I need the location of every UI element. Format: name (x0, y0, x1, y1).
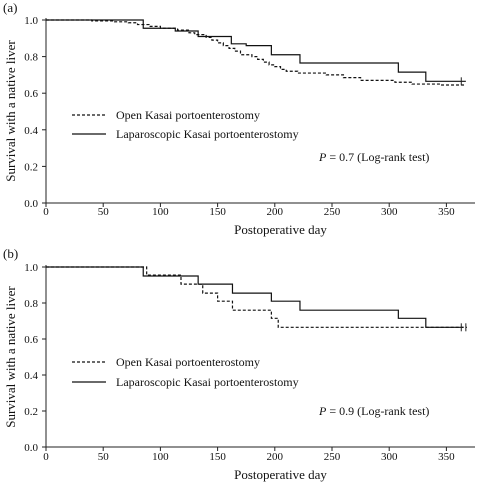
x-tick-label: 250 (324, 206, 341, 218)
y-tick-label: 0.6 (24, 334, 38, 346)
x-tick-label: 100 (152, 451, 169, 463)
x-tick-label: 300 (381, 451, 398, 463)
y-tick-label: 0.8 (24, 52, 38, 64)
y-tick-label: 1.0 (24, 262, 38, 274)
log-rank-annotation: P = 0.9 (Log-rank test) (318, 404, 429, 418)
legend-label: Open Kasai portoenterostomy (116, 355, 260, 369)
y-tick-label: 0.4 (24, 370, 38, 382)
y-axis-label: Survival with a native liver (3, 286, 18, 428)
x-tick-label: 0 (43, 451, 49, 463)
x-tick-label: 300 (381, 206, 398, 218)
y-tick-label: 0.8 (24, 298, 38, 310)
x-axis-label: Postoperative day (234, 467, 327, 482)
x-tick-label: 150 (209, 451, 226, 463)
open-kasai-curve (46, 266, 467, 328)
log-rank-annotation: P = 0.7 (Log-rank test) (318, 150, 429, 164)
x-tick-label: 50 (98, 451, 110, 463)
y-tick-label: 0.6 (24, 88, 38, 100)
panel-label: (a) (3, 0, 17, 15)
laparoscopic-kasai-curve (46, 266, 464, 328)
y-tick-label: 0.2 (24, 161, 38, 173)
laparoscopic-kasai-curve (46, 19, 466, 82)
legend-label: Laparoscopic Kasai portoenterostomy (116, 127, 299, 141)
x-tick-label: 350 (438, 206, 455, 218)
legend-label: Open Kasai portoenterostomy (116, 108, 260, 122)
x-tick-label: 250 (324, 451, 341, 463)
axis-frame (45, 265, 475, 448)
x-tick-label: 50 (98, 206, 110, 218)
km-panel-a: (a) 0.0 0.2 0.4 0.6 0.8 1.0 0 50 100 150 200 250 300 3… (3, 0, 475, 237)
x-tick-label: 200 (267, 451, 284, 463)
y-tick-label: 0.4 (24, 125, 38, 137)
y-tick-label: 0.0 (24, 442, 38, 454)
panel-label: (b) (3, 246, 18, 261)
x-tick-label: 150 (209, 206, 226, 218)
x-tick-label: 100 (152, 206, 169, 218)
y-tick-label: 0.2 (24, 406, 38, 418)
p-value-text: = 0.7 (Log-rank test) (326, 150, 429, 164)
legend-label: Laparoscopic Kasai portoenterostomy (116, 375, 299, 389)
km-panel-b: (b) 0.0 0.2 0.4 0.6 0.8 1.0 0 50 100 150 200 250 300 3… (3, 246, 475, 482)
x-tick-label: 0 (43, 206, 49, 218)
x-axis-label: Postoperative day (234, 222, 327, 237)
x-tick-label: 350 (438, 451, 455, 463)
y-tick-label: 1.0 (24, 15, 38, 27)
x-tick-label: 200 (267, 206, 284, 218)
p-symbol: P (318, 150, 327, 164)
open-kasai-curve (46, 19, 466, 86)
y-axis-label: Survival with a native liver (3, 40, 18, 182)
y-tick-label: 0.0 (24, 198, 38, 210)
p-value-text: = 0.9 (Log-rank test) (326, 404, 429, 418)
p-symbol: P (318, 404, 327, 418)
